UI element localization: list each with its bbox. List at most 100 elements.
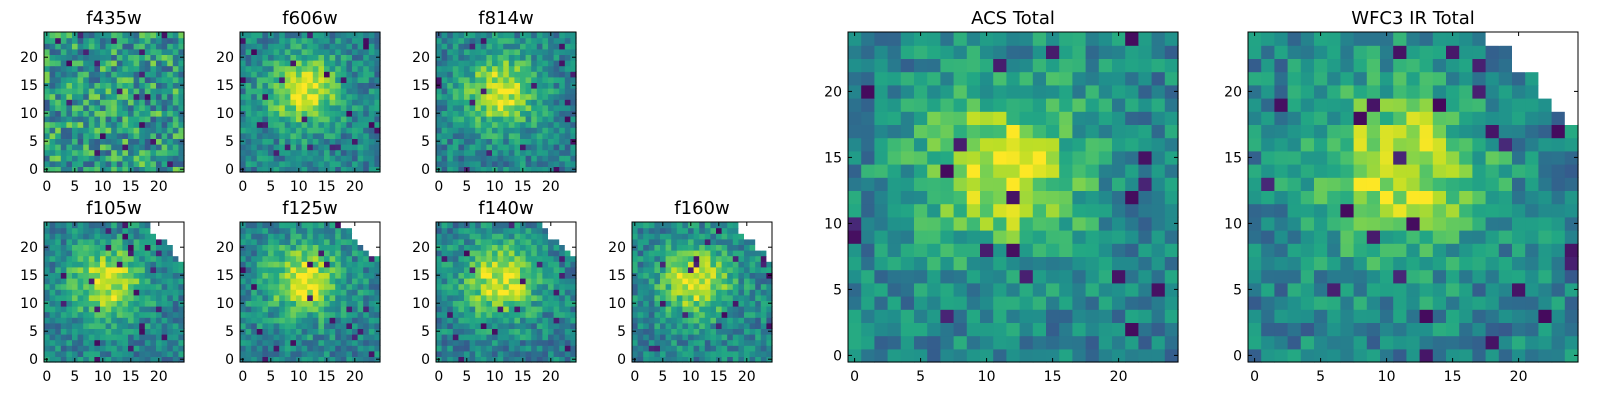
- heatmap-cell: [637, 334, 644, 341]
- heatmap-cell: [256, 155, 263, 162]
- heatmap-cell: [464, 227, 471, 234]
- heatmap-cell: [1032, 309, 1047, 323]
- heatmap-cell: [100, 149, 107, 156]
- heatmap-cell: [632, 317, 639, 324]
- heatmap-cell: [738, 356, 745, 363]
- heatmap-cell: [94, 138, 101, 145]
- heatmap-cell: [178, 311, 185, 318]
- heatmap-cell: [245, 60, 252, 67]
- heatmap-cell: [1164, 256, 1179, 271]
- heatmap-cell: [335, 227, 342, 234]
- heatmap-cell: [116, 345, 123, 352]
- heatmap-cell: [492, 345, 499, 352]
- heatmap-cell: [1006, 335, 1021, 350]
- heatmap-cell: [710, 294, 717, 301]
- heatmap-cell: [559, 121, 566, 128]
- heatmap-cell: [273, 138, 280, 145]
- heatmap-cell: [301, 283, 308, 290]
- heatmap-cell: [660, 317, 667, 324]
- heatmap-cell: [520, 104, 527, 111]
- heatmap-cell: [66, 93, 73, 100]
- heatmap-cell: [497, 250, 504, 257]
- heatmap-cell: [548, 300, 555, 307]
- heatmap-cell: [542, 104, 549, 111]
- heatmap-cell: [44, 121, 51, 128]
- heatmap-cell: [475, 322, 482, 329]
- chart-title: f606w: [282, 8, 337, 29]
- heatmap-cell: [1138, 296, 1153, 310]
- heatmap-cell: [940, 164, 955, 178]
- heatmap-cell: [60, 266, 67, 273]
- heatmap-cell: [436, 306, 443, 313]
- heatmap-cell: [256, 222, 263, 229]
- heatmap-cell: [458, 166, 465, 173]
- heatmap-cell: [268, 233, 275, 240]
- heatmap-cell: [1151, 243, 1166, 257]
- heatmap-cell: [570, 149, 577, 156]
- heatmap-cell: [497, 311, 504, 318]
- heatmap-cell: [105, 138, 112, 145]
- heatmap-cell: [452, 99, 459, 106]
- heatmap-cell: [279, 317, 286, 324]
- heatmap-cell: [262, 43, 269, 50]
- heatmap-cell: [643, 356, 650, 363]
- heatmap-cell: [464, 132, 471, 139]
- heatmap-cell: [632, 294, 639, 301]
- heatmap-cell: [357, 222, 364, 229]
- heatmap-cell: [111, 76, 118, 83]
- heatmap-cell: [716, 255, 723, 262]
- heatmap-cell: [262, 116, 269, 123]
- heatmap-cell: [100, 65, 107, 72]
- heatmap-cell: [953, 203, 968, 218]
- heatmap-cell: [144, 278, 151, 285]
- heatmap-cell: [72, 283, 79, 290]
- heatmap-cell: [94, 76, 101, 83]
- heatmap-cell: [475, 138, 482, 145]
- heatmap-cell: [161, 82, 168, 89]
- x-tick-label: 15: [318, 369, 336, 385]
- heatmap-cell: [637, 278, 644, 285]
- heatmap-cell: [324, 306, 331, 313]
- heatmap-cell: [307, 306, 314, 313]
- heatmap-cell: [167, 266, 174, 273]
- heatmap-cell: [100, 48, 107, 55]
- heatmap-cell: [553, 322, 560, 329]
- heatmap-cell: [284, 294, 291, 301]
- heatmap-cell: [128, 317, 135, 324]
- heatmap-cell: [111, 272, 118, 279]
- heatmap-cell: [570, 278, 577, 285]
- heatmap-cell: [447, 110, 454, 117]
- heatmap-cell: [648, 227, 655, 234]
- heatmap-cell: [60, 233, 67, 240]
- heatmap-cell: [441, 294, 448, 301]
- heatmap-cell: [900, 150, 915, 165]
- heatmap-cell: [340, 60, 347, 67]
- heatmap-cell: [251, 339, 258, 346]
- heatmap-cell: [693, 311, 700, 318]
- heatmap-cell: [122, 294, 129, 301]
- heatmap-cell: [536, 43, 543, 50]
- heatmap-cell: [564, 328, 571, 335]
- heatmap-cell: [161, 160, 168, 167]
- heatmap-cell: [436, 334, 443, 341]
- heatmap-cell: [480, 138, 487, 145]
- heatmap-cell: [531, 116, 538, 123]
- heatmap-cell: [357, 99, 364, 106]
- heatmap-cell: [335, 110, 342, 117]
- heatmap-cell: [525, 272, 532, 279]
- heatmap-cell: [290, 266, 297, 273]
- heatmap-cell: [256, 37, 263, 44]
- heatmap-cell: [464, 272, 471, 279]
- heatmap-cell: [279, 322, 286, 329]
- heatmap-cell: [307, 272, 314, 279]
- heatmap-cell: [643, 261, 650, 268]
- heatmap-cell: [671, 227, 678, 234]
- heatmap-cell: [480, 155, 487, 162]
- y-tick-label: 5: [29, 134, 38, 150]
- heatmap-cell: [77, 132, 84, 139]
- heatmap-cell: [1046, 282, 1060, 297]
- heatmap-cell: [531, 88, 538, 95]
- heatmap-cell: [161, 278, 168, 285]
- heatmap-cell: [452, 71, 459, 78]
